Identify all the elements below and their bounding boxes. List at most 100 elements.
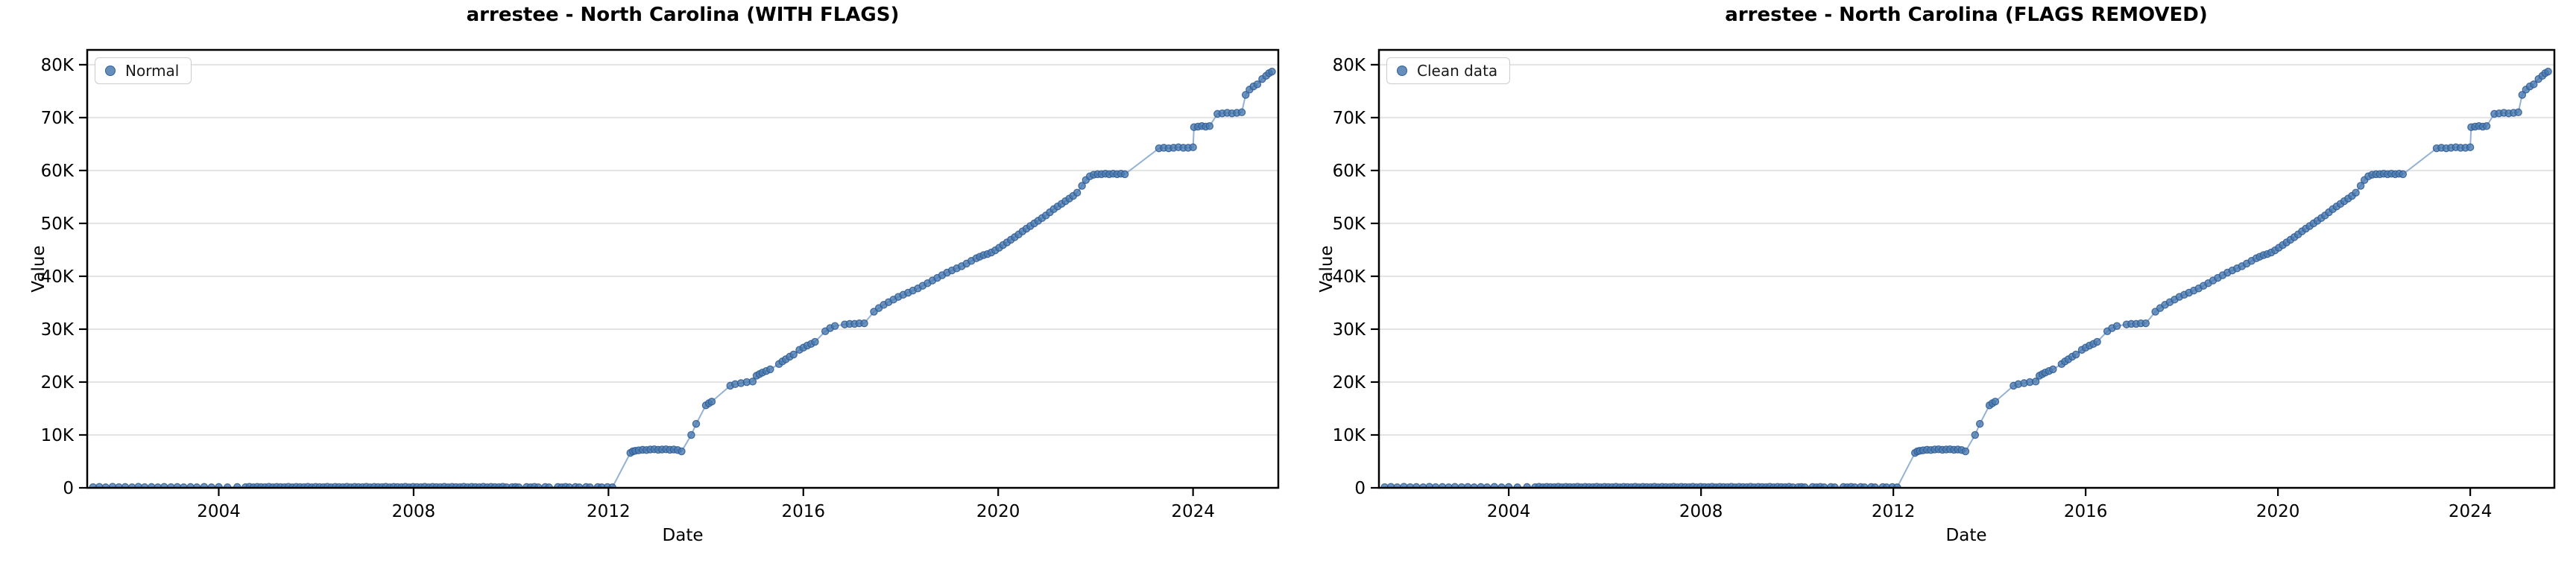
data-point [1268,67,1276,76]
data-point [687,430,695,439]
data-point [2093,337,2101,346]
data-point [811,337,819,346]
x-tick-label: 2008 [1679,502,1723,521]
data-point [789,350,798,359]
axes-spine [86,48,1280,489]
y-tick-label: 80K [1333,56,1366,75]
x-tick-label: 2020 [976,502,1020,521]
y-tick-label: 30K [1333,320,1366,340]
legend-box: Normal [95,57,192,84]
data-point [2031,378,2040,386]
y-tick-label: 70K [1333,109,1366,128]
grid-layer [87,63,1278,436]
y-axis-label: Value [1317,245,1336,293]
data-point [1120,170,1129,179]
x-axis-ticks: 2004 2008 2012 2016 2020 2024 [197,488,1215,521]
y-tick-label: 0 [63,479,74,498]
y-tick-label: 70K [41,109,75,128]
data-point [830,322,839,330]
y-tick-label: 50K [41,214,75,234]
legend-label: Clean data [1417,62,1498,80]
data-point [134,483,142,488]
data-point [2466,143,2475,151]
x-tick-label: 2020 [2256,502,2300,521]
data-point [1450,483,1459,488]
data-point [2518,91,2527,99]
series-points [89,67,1276,488]
y-axis-label: Value [29,245,48,293]
y-tick-label: 10K [41,426,75,445]
data-point [678,447,686,456]
data-point [748,378,757,386]
y-tick-label: 40K [1333,267,1366,287]
series-layer [1380,67,2552,488]
chart-title: arrestee - North Carolina (FLAGS REMOVED… [1725,4,2208,26]
data-point [1490,483,1499,488]
data-point [860,319,868,328]
x-axis-label: Date [662,526,704,545]
data-point [1991,397,2000,406]
data-point [2544,67,2552,76]
chart-panel-with-flags: 2004 2008 2012 2016 2020 2024 0 10K 20K 30K 40K 50K… [29,4,1280,545]
data-point [2482,122,2491,130]
x-tick-label: 2016 [2064,502,2108,521]
data-point [160,483,168,488]
y-tick-label: 40K [41,267,75,287]
chart-plot-area: 2004 2008 2012 2016 2020 2024 0 10K 20K 30K 40K 50K… [1333,48,2556,521]
x-tick-label: 2024 [2449,502,2493,521]
data-point [1971,430,1980,439]
x-tick-label: 2004 [197,502,241,521]
data-point [1253,80,1262,89]
y-axis-ticks: 0 10K 20K 30K 40K 50K 60K 70K 80K [1333,56,1379,498]
data-point [2112,322,2121,330]
grid-layer [1379,63,2554,436]
data-point [1237,108,1246,117]
data-point [2352,188,2360,197]
x-tick-label: 2008 [392,502,436,521]
x-tick-label: 2012 [1872,502,1916,521]
data-point [2141,319,2150,328]
chart-plot-area: 2004 2008 2012 2016 2020 2024 0 10K 20K 30K 40K 50K… [41,48,1280,521]
series-line [92,71,1272,488]
x-tick-label: 2016 [781,502,825,521]
y-tick-label: 30K [41,320,75,340]
data-point [95,483,104,488]
x-axis-ticks: 2004 2008 2012 2016 2020 2024 [1487,488,2493,521]
y-axis-ticks: 0 10K 20K 30K 40K 50K 60K 70K 80K [41,56,87,498]
y-tick-label: 10K [1333,426,1366,445]
x-tick-label: 2012 [587,502,631,521]
chart-panel-flags-removed: 2004 2008 2012 2016 2020 2024 0 10K 20K 30K 40K 50K… [1288,0,2576,572]
data-point [1078,182,1086,190]
data-point [766,365,774,374]
data-point [108,483,117,488]
series-points [1380,67,2552,488]
data-point [1961,447,1970,456]
data-point [2049,365,2057,374]
y-tick-label: 0 [1354,479,1366,498]
data-point [1975,419,1984,428]
y-tick-label: 50K [1333,214,1366,234]
chart-title: arrestee - North Carolina (WITH FLAGS) [466,4,900,26]
x-tick-label: 2024 [1171,502,1215,521]
data-point [2071,350,2080,359]
x-tick-label: 2004 [1487,502,1531,521]
series-line [1384,71,2549,488]
x-axis-label: Date [1945,526,1987,545]
legend-marker-icon [105,66,116,76]
y-tick-label: 20K [41,373,75,393]
data-point [2399,170,2408,179]
y-tick-label: 20K [1333,373,1366,393]
y-tick-label: 60K [1333,162,1366,181]
data-point [200,483,209,488]
y-tick-label: 60K [41,162,75,181]
data-point [1241,91,1250,99]
data-point [692,419,701,428]
data-point [2514,108,2522,117]
legend-marker-icon [1397,66,1407,76]
data-point [2530,80,2538,89]
data-point [1073,188,1082,197]
data-point [1205,122,1214,130]
legend-box: Clean data [1386,57,1511,84]
axes-spine [1377,48,2556,489]
